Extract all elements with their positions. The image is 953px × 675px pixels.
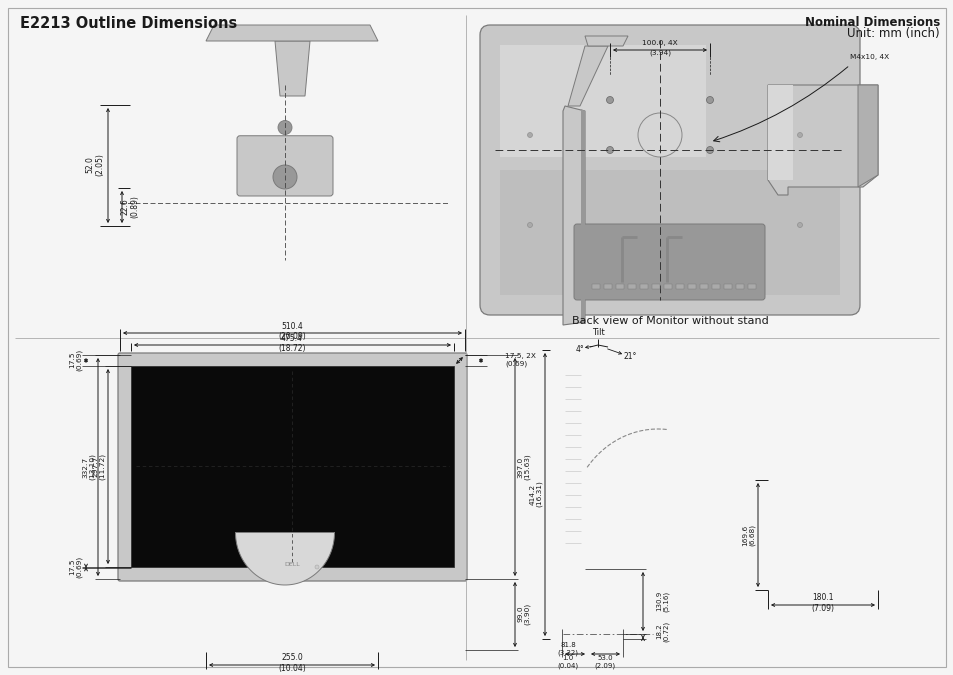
Text: 1.0
(0.04): 1.0 (0.04) (557, 655, 578, 669)
Text: 297.7
(11.72): 297.7 (11.72) (92, 452, 106, 479)
Polygon shape (206, 25, 377, 41)
Bar (700, 284, 707, 289)
Circle shape (527, 132, 532, 138)
Text: 22.6
(0.89): 22.6 (0.89) (120, 196, 139, 219)
Text: 475.4: 475.4 (281, 335, 303, 344)
Text: 180.1: 180.1 (811, 593, 833, 603)
Polygon shape (767, 85, 792, 180)
Text: 17.5, 2X
(0.69): 17.5, 2X (0.69) (504, 353, 536, 367)
Bar (687, 284, 696, 289)
Bar (627, 284, 636, 289)
Text: 414.2
(16.31): 414.2 (16.31) (529, 481, 542, 508)
Circle shape (797, 132, 801, 138)
Text: 100.0, 4X: 100.0, 4X (641, 40, 677, 46)
Polygon shape (499, 45, 705, 157)
Text: 52.0
(2.05): 52.0 (2.05) (85, 154, 105, 176)
Text: 255.0: 255.0 (281, 653, 302, 662)
Text: 18.2
(0.72): 18.2 (0.72) (656, 620, 669, 641)
Bar (616, 284, 623, 289)
Polygon shape (584, 36, 627, 46)
Text: 130.9
(5.16): 130.9 (5.16) (656, 591, 669, 612)
Text: Nominal Dimensions: Nominal Dimensions (804, 16, 939, 28)
Text: (18.72): (18.72) (278, 344, 305, 354)
Polygon shape (274, 41, 310, 96)
FancyBboxPatch shape (236, 136, 333, 196)
Circle shape (706, 146, 713, 153)
Circle shape (277, 121, 292, 134)
Circle shape (606, 97, 613, 103)
Text: 332.7
(13.10): 332.7 (13.10) (82, 454, 95, 481)
Text: 397.0
(15.63): 397.0 (15.63) (517, 454, 530, 481)
Circle shape (606, 146, 613, 153)
Bar (651, 284, 659, 289)
Text: 169.6
(6.68): 169.6 (6.68) (741, 524, 755, 546)
Polygon shape (562, 106, 584, 325)
Text: Unit: mm (inch): Unit: mm (inch) (846, 28, 939, 40)
FancyBboxPatch shape (118, 353, 467, 581)
Text: (3.94): (3.94) (648, 50, 670, 56)
Text: 4°: 4° (575, 346, 584, 354)
Polygon shape (857, 85, 877, 187)
Text: 510.4: 510.4 (281, 323, 302, 331)
Text: Tilt: Tilt (591, 329, 604, 338)
Bar (592, 284, 599, 289)
Bar (747, 284, 755, 289)
Bar (711, 284, 720, 289)
Text: 17.5
(0.69): 17.5 (0.69) (70, 556, 83, 578)
Text: 81.8
(3.22): 81.8 (3.22) (557, 642, 578, 655)
Circle shape (527, 223, 532, 227)
Text: 99.0
(3.90): 99.0 (3.90) (517, 603, 530, 625)
Text: Back view of Monitor without stand: Back view of Monitor without stand (571, 316, 767, 326)
Bar (131, 366, 454, 567)
Bar (735, 284, 743, 289)
Bar (663, 284, 671, 289)
Polygon shape (580, 109, 584, 322)
Circle shape (706, 97, 713, 103)
Text: 53.0
(2.09): 53.0 (2.09) (594, 655, 615, 669)
Circle shape (314, 565, 318, 569)
Circle shape (797, 223, 801, 227)
Bar (639, 284, 647, 289)
Text: (10.04): (10.04) (278, 664, 306, 674)
Text: 17.5
(0.69): 17.5 (0.69) (70, 349, 83, 371)
Polygon shape (235, 533, 335, 585)
Text: 21°: 21° (622, 352, 636, 362)
Text: DELL: DELL (284, 562, 299, 566)
Text: M4x10, 4X: M4x10, 4X (849, 54, 888, 60)
Circle shape (273, 165, 296, 189)
Bar (499, 170, 840, 295)
Text: E2213 Outline Dimensions: E2213 Outline Dimensions (20, 16, 237, 30)
FancyBboxPatch shape (479, 25, 859, 315)
Bar (676, 284, 683, 289)
Polygon shape (567, 46, 607, 106)
FancyBboxPatch shape (574, 224, 764, 300)
Bar (723, 284, 731, 289)
Text: (7.09): (7.09) (811, 605, 834, 614)
Polygon shape (767, 85, 877, 195)
Bar (603, 284, 612, 289)
Text: (20.09): (20.09) (278, 333, 306, 342)
Polygon shape (140, 449, 430, 487)
